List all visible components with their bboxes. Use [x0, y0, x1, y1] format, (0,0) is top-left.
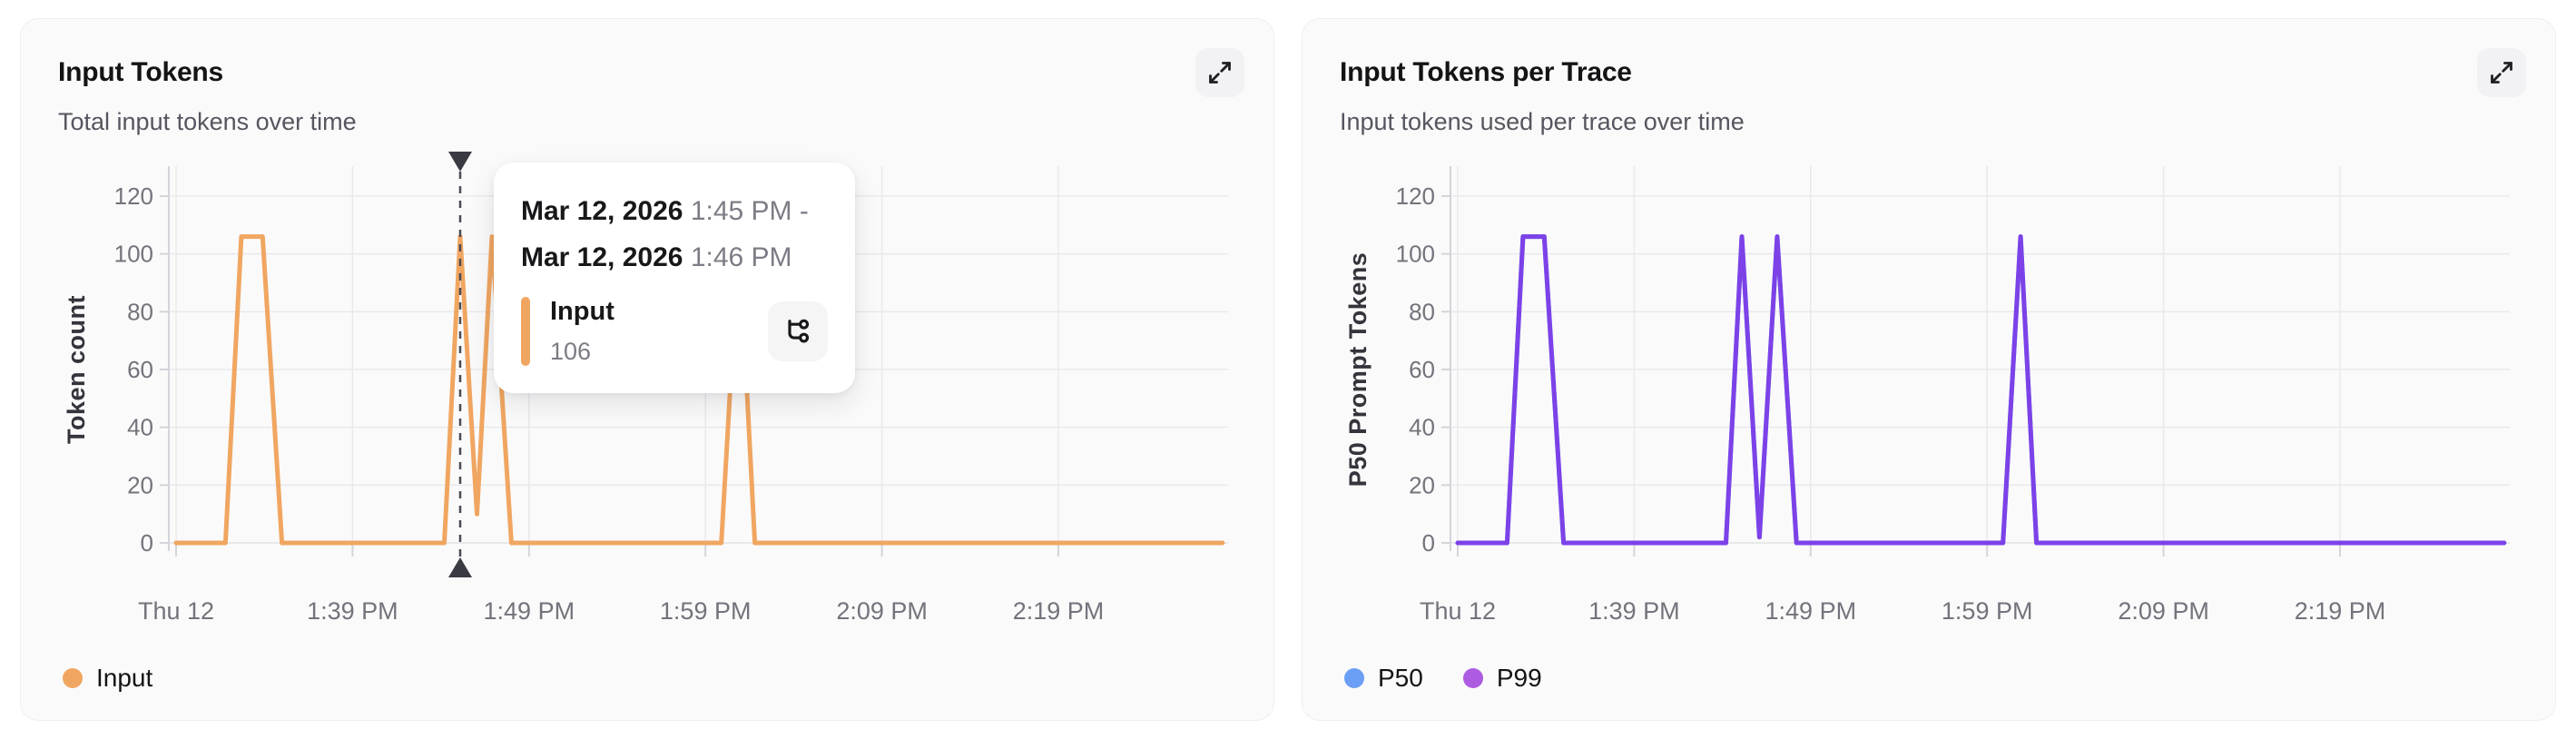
tooltip-series-swatch [521, 297, 530, 366]
input-tokens-per-trace-card: Input Tokens per Trace Input tokens used… [1302, 18, 2556, 721]
svg-text:40: 40 [127, 414, 153, 441]
card-subtitle: Total input tokens over time [58, 108, 357, 135]
svg-text:Token count: Token count [63, 295, 90, 444]
tooltip-range-end: Mar 12, 2026 1:46 PM [521, 242, 792, 272]
svg-text:100: 100 [114, 241, 153, 268]
card-title: Input Tokens [58, 57, 224, 87]
svg-text:120: 120 [114, 182, 153, 210]
svg-text:80: 80 [127, 298, 153, 325]
view-traces-button[interactable] [768, 301, 828, 361]
svg-text:60: 60 [1409, 356, 1435, 383]
legend-item-input[interactable]: Input [63, 664, 152, 693]
svg-text:1:59 PM: 1:59 PM [660, 597, 752, 625]
svg-text:1:39 PM: 1:39 PM [307, 597, 398, 625]
svg-text:60: 60 [127, 356, 153, 383]
svg-text:2:19 PM: 2:19 PM [2295, 597, 2386, 625]
input-tokens-per-trace-chart[interactable]: 0 20 40 60 80 100 120 Thu 12 1:39 PM 1:49 PM 1:59 … [1303, 19, 2557, 722]
svg-text:1:49 PM: 1:49 PM [484, 597, 575, 625]
svg-text:40: 40 [1409, 414, 1435, 441]
tooltip-series-value: 106 [550, 338, 592, 365]
svg-text:2:19 PM: 2:19 PM [1013, 597, 1105, 625]
legend-item-p50[interactable]: P50 [1344, 664, 1423, 693]
expand-icon [1209, 62, 1231, 84]
legend-item-p99[interactable]: P99 [1462, 664, 1542, 693]
svg-text:120: 120 [1396, 182, 1435, 210]
card-subtitle: Input tokens used per trace over time [1340, 108, 1745, 135]
input-tokens-card: Input Tokens Total input tokens over tim… [20, 18, 1274, 721]
trace-tree-icon [788, 319, 810, 343]
svg-text:0: 0 [141, 529, 153, 557]
chart-legend: Input [63, 658, 152, 698]
svg-text:2:09 PM: 2:09 PM [836, 597, 928, 625]
svg-text:1:59 PM: 1:59 PM [1942, 597, 2033, 625]
chart-tooltip: Mar 12, 2026 1:45 PM - Mar 12, 2026 1:46… [494, 163, 855, 393]
tooltip-range-start: Mar 12, 2026 1:45 PM - [521, 196, 809, 226]
svg-text:1:49 PM: 1:49 PM [1765, 597, 1857, 625]
legend-dot-p99 [1462, 668, 1483, 688]
svg-text:0: 0 [1422, 529, 1435, 557]
tooltip-series-label: Input [550, 297, 615, 326]
svg-text:2:09 PM: 2:09 PM [2118, 597, 2209, 625]
svg-text:20: 20 [1409, 471, 1435, 498]
legend-dot-input [63, 668, 83, 688]
svg-text:Thu 12: Thu 12 [1420, 597, 1496, 625]
expand-chart-button[interactable] [2477, 48, 2526, 97]
chart-legend: P50 P99 [1344, 658, 1542, 698]
legend-dot-p50 [1344, 668, 1364, 688]
svg-text:P50 Prompt Tokens: P50 Prompt Tokens [1344, 252, 1372, 488]
svg-text:20: 20 [127, 471, 153, 498]
svg-text:100: 100 [1396, 241, 1435, 268]
expand-chart-button[interactable] [1195, 48, 1244, 97]
svg-text:80: 80 [1409, 298, 1435, 325]
card-title: Input Tokens per Trace [1340, 57, 1632, 87]
svg-text:Thu 12: Thu 12 [138, 597, 214, 625]
svg-text:1:39 PM: 1:39 PM [1588, 597, 1680, 625]
expand-icon [2491, 62, 2512, 84]
